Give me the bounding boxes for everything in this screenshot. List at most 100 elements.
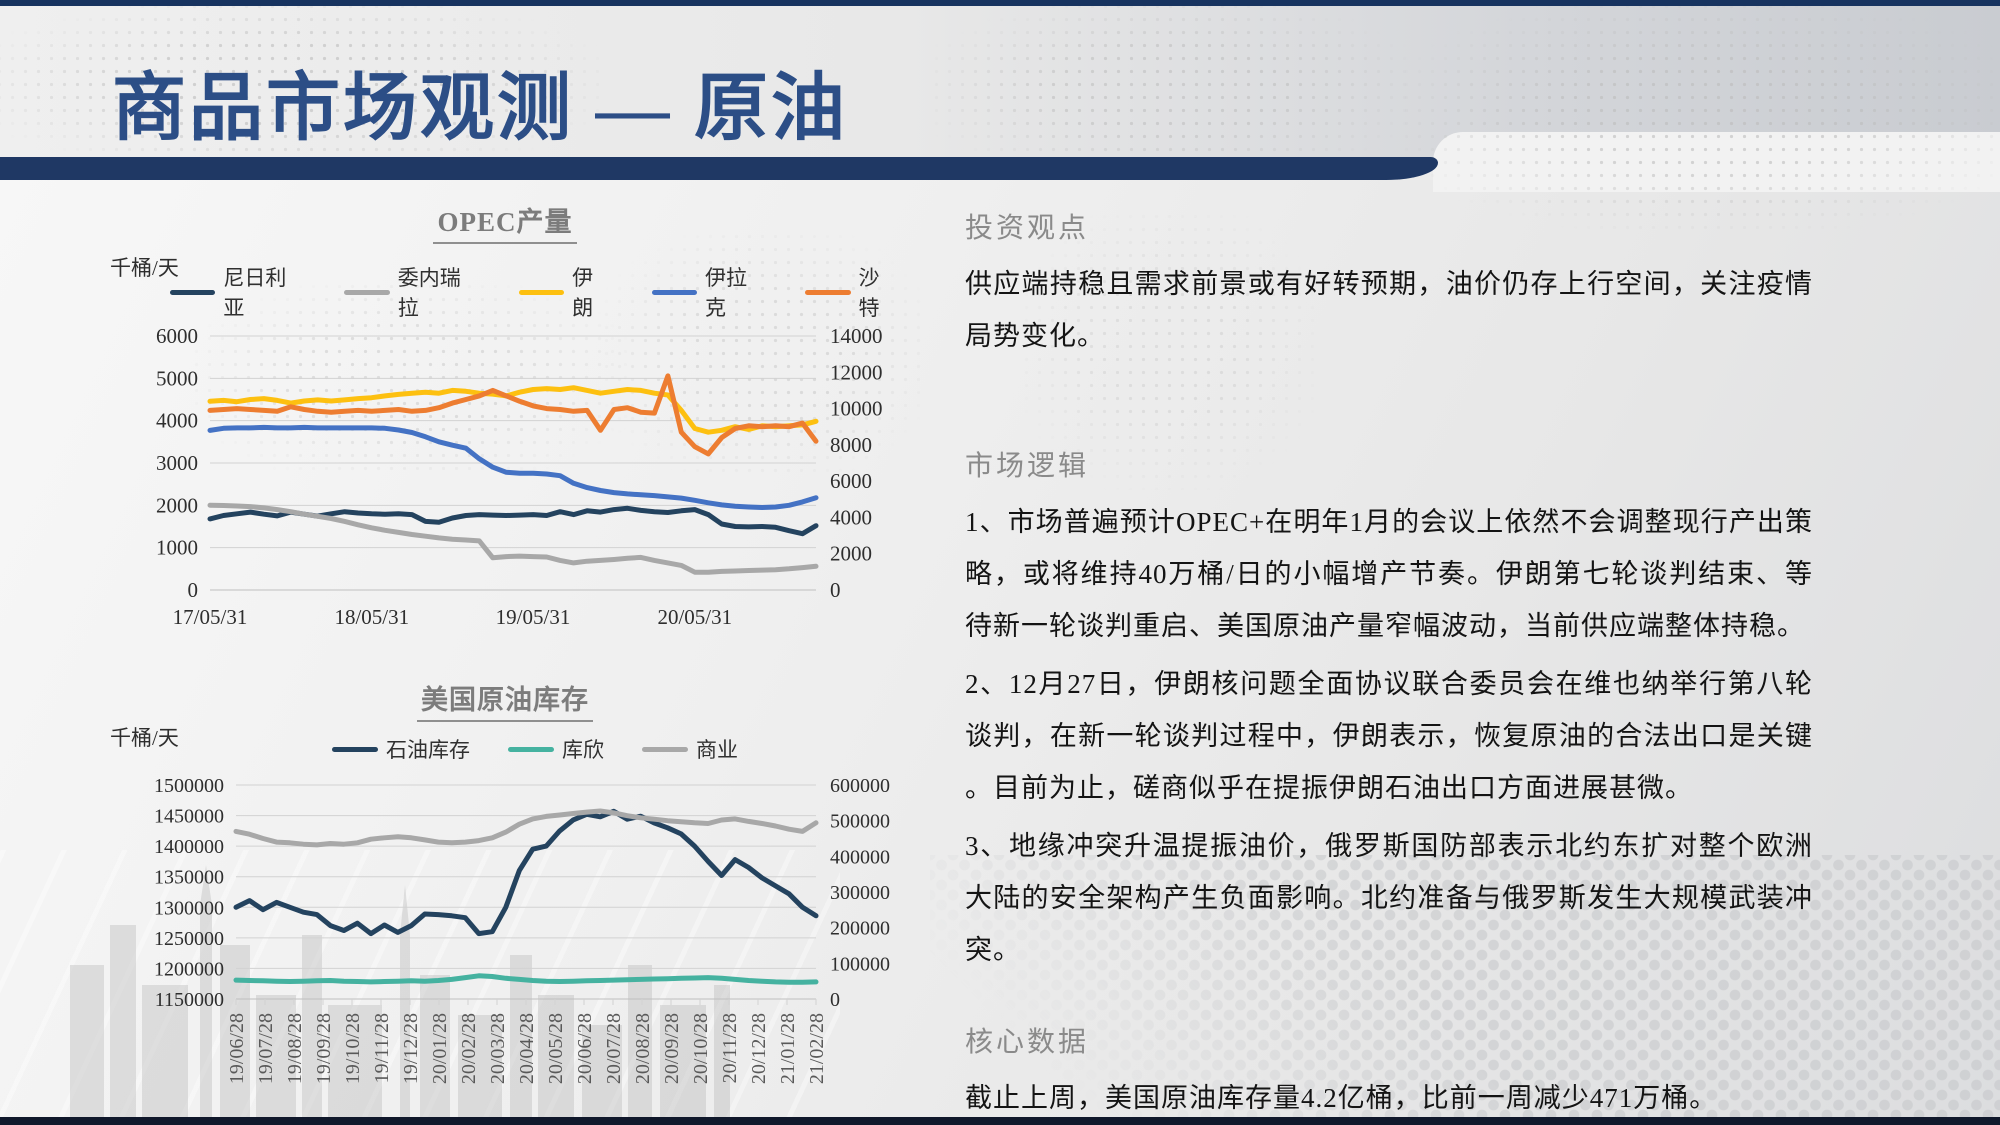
line-plot: 1500000 1450000 1400000 1350000 1300000 12500… [154, 775, 890, 1084]
legend-item: 沙特 [805, 262, 900, 322]
svg-text:1000: 1000 [156, 536, 198, 560]
worldmap-dots-texture [1020, 210, 1320, 490]
legend-label: 尼日利亚 [223, 266, 287, 320]
investment-heading: 投资观点 [965, 212, 1090, 243]
svg-text:0: 0 [188, 578, 199, 602]
legend-item: 库欣 [508, 734, 604, 764]
svg-text:300000: 300000 [830, 882, 890, 904]
legend-swatch [642, 746, 688, 752]
commentary-panel: 投资观点 供应端持稳且需求前景或有好转预期，油价仍存上行空间，关注疫情局势变化。… [965, 208, 1813, 1125]
svg-text:1150000: 1150000 [155, 989, 224, 1011]
svg-text:200000: 200000 [830, 918, 890, 940]
page-title: 商品市场观测 — 原油 [112, 68, 848, 150]
svg-text:100000: 100000 [830, 953, 890, 975]
core-data-heading: 核心数据 [965, 1026, 1090, 1057]
svg-text:19/10/28: 19/10/28 [342, 1013, 364, 1084]
legend-item: 伊拉克 [651, 262, 768, 322]
market-logic-item-2: 2、12月27日，伊朗核问题全面协议联合委员会在维也纳举行第八轮谈判，在新一轮谈… [965, 669, 1813, 803]
legend-swatch [344, 289, 390, 295]
legend-item: 石油库存 [332, 734, 470, 764]
svg-text:20/05/28: 20/05/28 [545, 1013, 567, 1084]
legend-swatch [508, 746, 554, 752]
worldmap-dots-texture [190, 280, 630, 480]
svg-text:1450000: 1450000 [154, 806, 224, 828]
title-underline-bar [0, 157, 1438, 180]
svg-text:500000: 500000 [830, 811, 890, 833]
svg-text:20/05/31: 20/05/31 [657, 605, 732, 629]
svg-text:19/11/28: 19/11/28 [371, 1013, 393, 1083]
legend-swatch [170, 289, 216, 295]
legend-item: 委内瑞拉 [344, 262, 480, 322]
satin-streaks-texture [0, 850, 840, 1120]
svg-text:20/04/28: 20/04/28 [516, 1013, 538, 1084]
svg-text:14000: 14000 [830, 324, 883, 348]
svg-text:1200000: 1200000 [154, 958, 224, 980]
svg-text:6000: 6000 [830, 469, 872, 493]
svg-text:1250000: 1250000 [154, 928, 224, 950]
svg-text:0: 0 [830, 989, 840, 1011]
svg-text:20/11/28: 20/11/28 [719, 1013, 741, 1083]
svg-text:4000: 4000 [830, 505, 872, 529]
legend-swatch [332, 746, 378, 752]
svg-text:600000: 600000 [830, 775, 890, 797]
us-crude-inventory-chart: 美国原油库存 千桶/天 石油库存 库欣 商业 1500000 1450000 14000… [110, 678, 900, 1125]
svg-text:0: 0 [830, 578, 841, 602]
city-skyline-watermark [70, 865, 730, 1122]
worldmap-dots-texture [600, 230, 930, 480]
svg-text:21/01/28: 21/01/28 [777, 1013, 799, 1084]
svg-text:2000: 2000 [156, 493, 198, 517]
axis-unit-label: 千桶/天 [110, 726, 179, 750]
top-navy-strip [0, 0, 2000, 6]
svg-text:19/12/28: 19/12/28 [400, 1013, 422, 1084]
svg-text:6000: 6000 [156, 324, 198, 348]
svg-text:12000: 12000 [830, 360, 883, 384]
svg-text:3000: 3000 [156, 451, 198, 475]
legend-swatch [518, 289, 565, 295]
chart-title: OPEC产量 [433, 200, 577, 244]
svg-text:19/08/28: 19/08/28 [284, 1013, 306, 1084]
chart-title: 美国原油库存 [417, 678, 593, 722]
core-data-body: 截止上周，美国原油库存量4.2亿桶，比前一周减少471万桶。 [965, 1083, 1718, 1113]
line-plot: 6000500040003000200010000140001200010000… [156, 324, 883, 629]
legend-label: 伊拉克 [704, 266, 747, 320]
chart-title-row: 美国原油库存 [110, 678, 900, 722]
legend-label: 伊朗 [572, 266, 594, 320]
svg-text:1350000: 1350000 [154, 867, 224, 889]
svg-text:18/05/31: 18/05/31 [334, 605, 409, 629]
legend-swatch [651, 289, 697, 295]
worldmap-dots-texture [0, 0, 600, 170]
svg-text:10000: 10000 [830, 397, 883, 421]
svg-text:5000: 5000 [156, 366, 198, 390]
legend-label: 委内瑞拉 [397, 266, 461, 320]
market-logic-item-3: 3、地缘冲突升温提振油价，俄罗斯国防部表示北约东扩对整个欧洲大陆的安全架构产生负… [965, 831, 1813, 965]
svg-text:20/10/28: 20/10/28 [690, 1013, 712, 1084]
svg-text:8000: 8000 [830, 433, 872, 457]
chart-title-row: OPEC产量 [110, 200, 900, 244]
honeycomb-texture [930, 855, 2000, 1117]
svg-text:1300000: 1300000 [154, 897, 224, 919]
worldmap-dots-texture [930, 0, 1410, 180]
svg-text:19/06/28: 19/06/28 [226, 1013, 248, 1084]
svg-text:19/09/28: 19/09/28 [313, 1013, 335, 1084]
svg-text:20/07/28: 20/07/28 [603, 1013, 625, 1084]
axis-unit-label: 千桶/天 [110, 256, 179, 280]
svg-text:21/02/28: 21/02/28 [806, 1013, 828, 1084]
legend-item: 伊朗 [518, 262, 614, 322]
legend-label: 沙特 [858, 266, 880, 320]
legend-item: 尼日利亚 [170, 262, 306, 322]
investment-body: 供应端持稳且需求前景或有好转预期，油价仍存上行空间，关注疫情局势变化。 [965, 269, 1813, 351]
chart-legend: 尼日利亚 委内瑞拉 伊朗 伊拉克 沙特 [170, 262, 900, 322]
svg-text:19/05/31: 19/05/31 [496, 605, 571, 629]
svg-text:2000: 2000 [830, 542, 872, 566]
svg-text:1500000: 1500000 [154, 775, 224, 797]
svg-text:17/05/31: 17/05/31 [173, 605, 248, 629]
svg-text:20/09/28: 20/09/28 [661, 1013, 683, 1084]
svg-text:4000: 4000 [156, 409, 198, 433]
legend-swatch [805, 289, 851, 295]
legend-item: 商业 [642, 734, 738, 764]
legend-label: 石油库存 [386, 738, 470, 762]
chart-legend: 石油库存 库欣 商业 [170, 734, 900, 764]
worldmap-dots-texture [1400, 0, 2000, 230]
market-logic-item-1: 1、市场普遍预计OPEC+在明年1月的会议上依然不会调整现行产出策略，或将维持4… [965, 507, 1813, 641]
